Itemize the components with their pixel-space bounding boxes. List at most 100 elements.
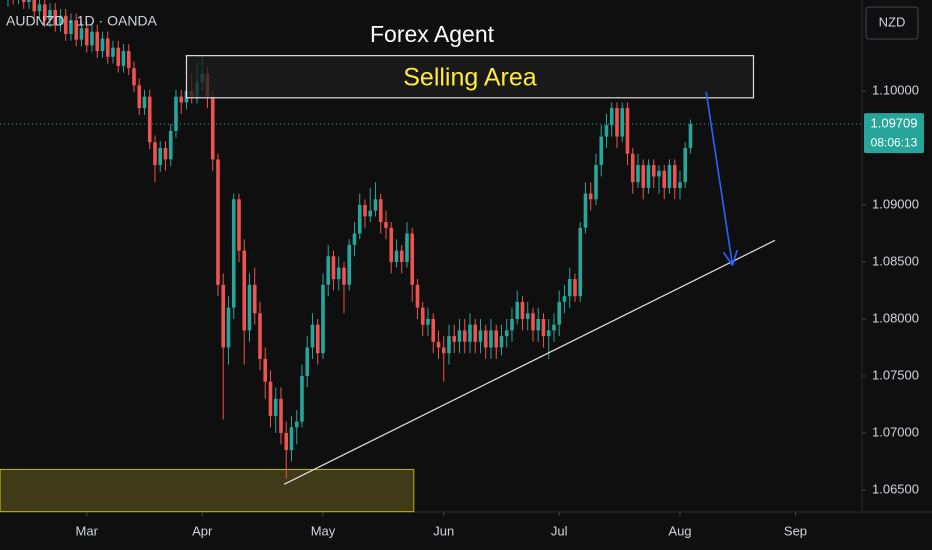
candle-body: [625, 108, 630, 154]
candle-body: [452, 336, 457, 342]
candle-body: [578, 227, 583, 297]
candle-body: [389, 227, 394, 262]
candle-body: [588, 193, 593, 200]
candle-body: [42, 4, 47, 21]
candle-body: [126, 51, 131, 69]
candle-body: [594, 165, 598, 200]
candle-body: [27, 0, 31, 3]
candle-body: [105, 38, 110, 57]
candle-body: [546, 330, 551, 337]
candle-body: [667, 165, 672, 188]
candle-body: [174, 96, 178, 131]
candle-body: [405, 233, 409, 262]
candle-body: [473, 324, 478, 342]
candle-body: [100, 38, 105, 52]
candle-body: [410, 233, 415, 285]
candle-body: [247, 284, 252, 331]
candle-body: [573, 279, 577, 297]
candle-body: [226, 307, 231, 348]
candle-body: [137, 85, 142, 109]
demand-zone: [0, 468, 415, 513]
candle-body: [237, 199, 241, 251]
candle-body: [153, 142, 157, 166]
candle-body: [662, 170, 667, 188]
candle-body: [489, 330, 493, 348]
candle-body: [368, 210, 373, 217]
candle-body: [672, 165, 677, 188]
candle-body: [541, 318, 546, 337]
candle-body: [221, 284, 226, 348]
trendline: [283, 239, 776, 485]
candle-body: [363, 204, 367, 217]
candle-body: [179, 96, 184, 103]
candle-body: [48, 10, 52, 21]
x-tick-label: May: [311, 523, 336, 538]
candle-body: [399, 250, 404, 262]
candle-body: [258, 313, 262, 359]
candle-body: [321, 284, 325, 354]
candle-body: [562, 296, 567, 302]
candle-body: [525, 313, 530, 319]
candle-body: [683, 147, 688, 183]
candle-body: [90, 31, 94, 46]
candle-body: [657, 170, 661, 177]
candle-body: [273, 398, 278, 416]
candle-body: [147, 96, 152, 143]
arrow-shaft: [705, 91, 734, 266]
candle-body: [441, 347, 446, 354]
y-tick-label: 1.09000: [872, 196, 919, 211]
candle-body: [688, 124, 693, 148]
x-tick-label: Sep: [784, 523, 807, 538]
y-tick-label: 1.07000: [872, 424, 919, 439]
candle-body: [305, 347, 310, 376]
candle-body: [347, 244, 352, 285]
candle-body: [567, 279, 572, 297]
candle-body: [231, 199, 236, 308]
x-tick-label: Jun: [433, 523, 454, 538]
candle-body: [21, 0, 26, 3]
candle-body: [504, 330, 509, 337]
currency-label[interactable]: NZD: [879, 14, 906, 29]
candle-body: [142, 96, 147, 109]
currency-button[interactable]: [865, 6, 919, 40]
candle-body: [294, 421, 299, 428]
candle-body: [357, 204, 362, 234]
candle-body: [95, 31, 100, 52]
candle-body: [468, 324, 472, 342]
candle-body: [457, 330, 462, 342]
candle-body: [310, 324, 315, 348]
candle-body: [646, 165, 651, 188]
candle-body: [158, 147, 163, 166]
candle-body: [300, 375, 304, 422]
candle-body: [510, 318, 514, 331]
selling-area-label: Selling Area: [403, 63, 537, 91]
candle-body: [478, 330, 483, 342]
candle-body: [636, 165, 640, 183]
countdown-label: 08:06:13: [871, 135, 918, 149]
candle-body: [69, 20, 73, 34]
candle-body: [394, 250, 399, 262]
candle-body: [531, 313, 535, 331]
candle-body: [447, 336, 451, 354]
candle-body: [268, 381, 273, 416]
candle-body: [641, 165, 646, 188]
arrow-head: [731, 249, 738, 266]
candle-body: [431, 318, 436, 342]
last-price-tag: [864, 113, 924, 154]
candle-body: [63, 15, 68, 34]
candle-body: [279, 398, 283, 433]
candle-body: [84, 28, 89, 46]
candle-body: [515, 301, 520, 319]
candle-body: [373, 199, 378, 211]
candle-body: [116, 47, 121, 66]
candle-body: [436, 341, 441, 348]
candle-body: [352, 233, 357, 245]
candle-body: [630, 153, 635, 183]
x-tick-label: Jul: [551, 523, 568, 538]
candle-body: [494, 330, 499, 348]
x-tick-label: Apr: [192, 523, 213, 538]
candle-body: [111, 47, 115, 57]
candle-body: [378, 199, 383, 223]
symbol-label: AUDNZD · 1D · OANDA: [6, 13, 158, 29]
selling-area: [185, 55, 755, 99]
